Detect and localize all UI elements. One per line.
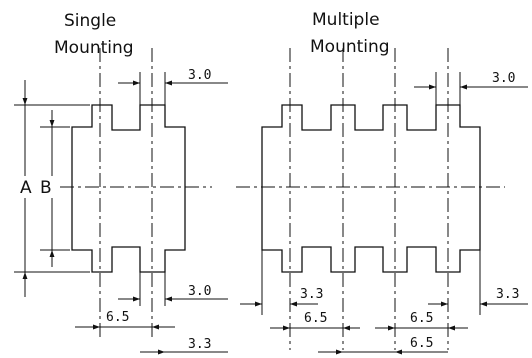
multiple-land-outline (261, 104, 481, 273)
single-label-b: B (40, 178, 52, 198)
multiple-title-line1: Multiple (312, 10, 380, 30)
multiple-title-line2: Mounting (310, 37, 390, 57)
single-dim-bottom-gap: 3.0 (188, 284, 211, 299)
multiple-dim-offset-left: 3.3 (300, 287, 323, 302)
multiple-dim-top-gap: 3.0 (492, 71, 515, 86)
single-label-a: A (20, 178, 32, 198)
single-dim-pitch: 6.5 (106, 310, 129, 325)
multiple-dim-pitch-3: 6.5 (410, 336, 433, 351)
single-dim-offset: 3.3 (188, 337, 211, 352)
multiple-dim-offset-right: 3.3 (496, 287, 519, 302)
single-dim-top-gap: 3.0 (188, 68, 211, 83)
single-land-outline (71, 104, 186, 273)
single-title-line2: Mounting (54, 38, 134, 58)
single-title-line1: Single (64, 11, 116, 31)
multiple-dim-pitch-1: 6.5 (304, 311, 327, 326)
multiple-dim-pitch-2: 6.5 (410, 311, 433, 326)
